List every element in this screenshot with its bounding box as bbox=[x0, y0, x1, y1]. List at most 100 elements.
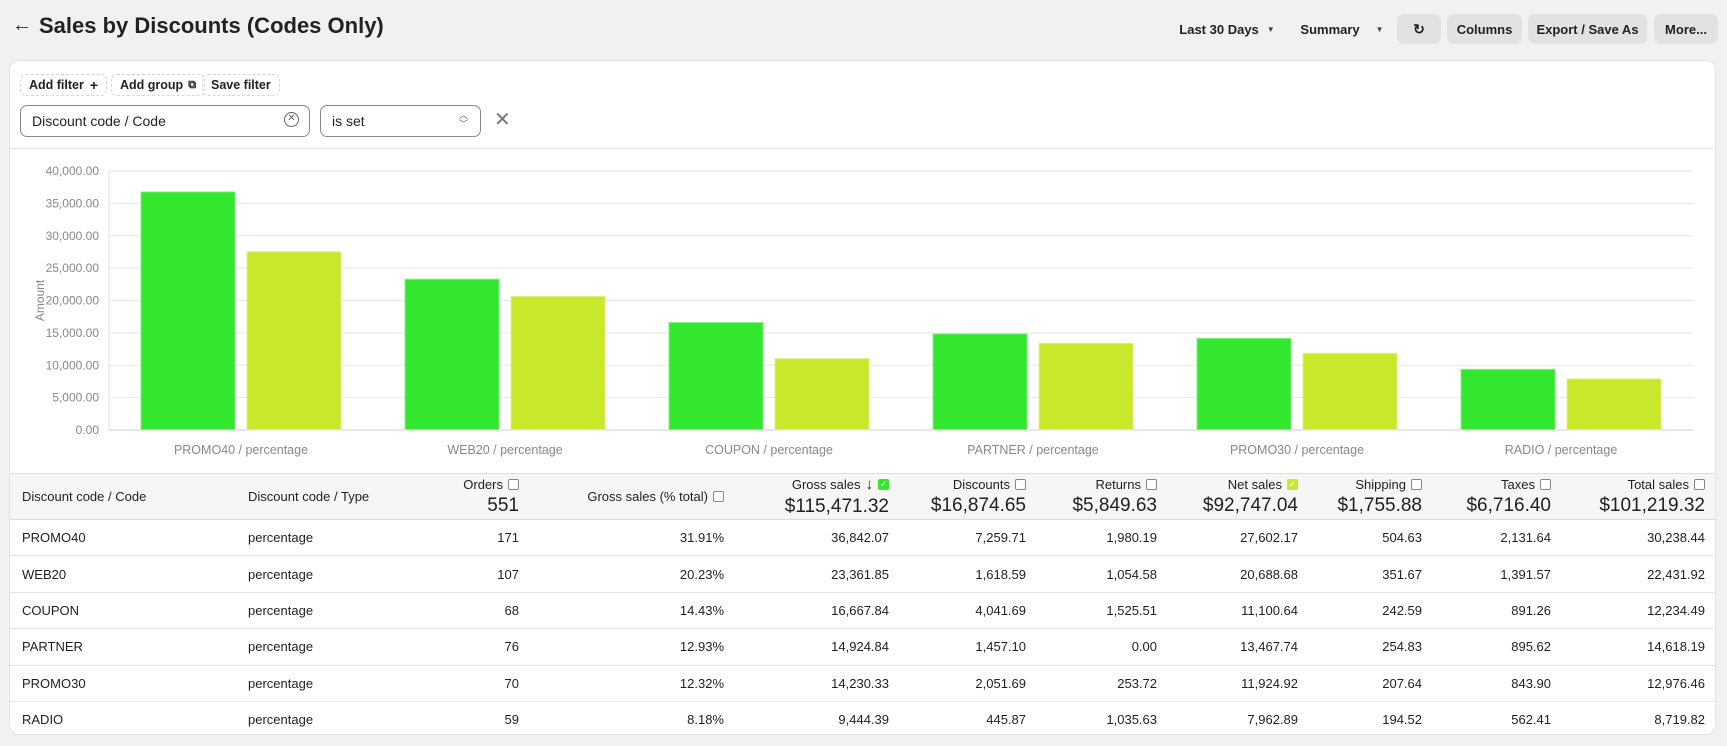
report-card: Add filter + Add group ⧉ Save filter Disco… bbox=[9, 60, 1716, 735]
table-cell: 30,238.44 bbox=[1647, 530, 1705, 546]
table-cell: 4,041.69 bbox=[975, 602, 1026, 618]
table-row[interactable]: PARTNER percentage 76 12.93% 14,924.84 1,457.… bbox=[10, 629, 1715, 666]
report-table: Discount code / Code Discount code / Type… bbox=[10, 473, 1715, 734]
column-header[interactable]: Discount code / Type bbox=[236, 474, 401, 520]
table-cell: 9,444.39 bbox=[838, 712, 889, 728]
table-cell: 8.18% bbox=[687, 712, 724, 728]
table-cell: 20.23% bbox=[679, 566, 724, 582]
bar-gross-sales[interactable] bbox=[403, 277, 501, 431]
x-tick-label: PROMO40 / percentage bbox=[174, 443, 308, 457]
x-tick-label: WEB20 / percentage bbox=[447, 443, 562, 457]
table-cell: 8,719.82 bbox=[1654, 712, 1705, 728]
checkbox[interactable] bbox=[1015, 478, 1026, 490]
table-cell: 68 bbox=[504, 602, 519, 618]
sort-down-arrow-icon[interactable]: ↓ bbox=[865, 475, 874, 493]
y-tick-label: 40,000.00 bbox=[46, 164, 100, 178]
filter-field-select[interactable]: Discount code / Code ✕ bbox=[20, 105, 310, 137]
bar-gross-sales[interactable] bbox=[1459, 367, 1557, 432]
add-group-button[interactable]: Add group ⧉ bbox=[111, 74, 206, 96]
table-row[interactable]: WEB20 percentage 107 20.23% 23,361.85 1,618.5… bbox=[10, 556, 1715, 593]
table-cell: PROMO30 bbox=[22, 675, 86, 691]
bar-gross-sales[interactable] bbox=[139, 190, 237, 431]
refresh-button[interactable]: ↻ bbox=[1397, 14, 1441, 44]
view-dropdown[interactable]: Summary ▼ bbox=[1294, 14, 1390, 44]
date-range-dropdown[interactable]: Last 30 Days ▼ bbox=[1172, 14, 1282, 44]
filter-operator-select[interactable]: is set ︿ ﹀ bbox=[320, 105, 481, 137]
bar-net-sales[interactable] bbox=[773, 357, 871, 431]
remove-filter-icon[interactable]: ✕ bbox=[494, 109, 511, 131]
table-row[interactable]: RADIO percentage 59 8.18% 9,444.39 445.87 1,03… bbox=[10, 701, 1715, 734]
column-total: $101,219.32 bbox=[1599, 494, 1705, 516]
checkbox[interactable] bbox=[1694, 478, 1705, 490]
column-label: Returns bbox=[1095, 476, 1141, 492]
table-cell: 13,467.74 bbox=[1240, 639, 1298, 655]
bar-net-sales[interactable] bbox=[509, 295, 607, 431]
save-filter-button[interactable]: Save filter bbox=[202, 74, 280, 96]
table-cell: RADIO bbox=[22, 712, 64, 728]
checkbox[interactable] bbox=[713, 491, 724, 502]
table-cell: percentage bbox=[248, 639, 314, 655]
table-cell: 504.63 bbox=[1382, 530, 1422, 546]
table-cell: 253.72 bbox=[1117, 675, 1157, 691]
table-cell: 20,688.68 bbox=[1240, 566, 1298, 582]
table-row[interactable]: PROMO30 percentage 70 12.32% 14,230.33 2,051.… bbox=[10, 665, 1715, 702]
table-cell: 14.43% bbox=[679, 602, 724, 618]
add-filter-button[interactable]: Add filter + bbox=[20, 74, 108, 96]
table-cell: 27,602.17 bbox=[1240, 530, 1298, 546]
column-label: Gross sales (% total) bbox=[587, 489, 708, 504]
table-cell: percentage bbox=[248, 530, 314, 546]
caret-down-icon: ▼ bbox=[1266, 24, 1275, 34]
column-label: Orders bbox=[463, 476, 503, 492]
column-header[interactable]: Gross sales ↓ ✓ $115,471.32 bbox=[736, 474, 901, 520]
export-button[interactable]: Export / Save As bbox=[1528, 14, 1647, 44]
plus-icon: + bbox=[89, 77, 99, 93]
table-cell: 14,618.19 bbox=[1647, 639, 1705, 655]
checked-checkbox-icon[interactable]: ✓ bbox=[1287, 478, 1298, 490]
column-header[interactable]: Gross sales (% total) bbox=[531, 474, 736, 520]
column-header[interactable]: Net sales ✓ $92,747.04 bbox=[1169, 474, 1310, 520]
filter-operator-value: is set bbox=[332, 113, 365, 129]
table-cell: 207.64 bbox=[1382, 675, 1422, 691]
bar-net-sales[interactable] bbox=[245, 250, 343, 431]
back-arrow-icon[interactable]: ← bbox=[12, 14, 32, 36]
checkbox[interactable] bbox=[1540, 478, 1551, 490]
table-cell: 70 bbox=[504, 675, 519, 691]
checkbox[interactable] bbox=[1146, 478, 1157, 490]
bar-gross-sales[interactable] bbox=[667, 321, 765, 431]
checkbox[interactable] bbox=[1411, 478, 1422, 490]
column-label: Gross sales bbox=[791, 476, 861, 492]
columns-button[interactable]: Columns bbox=[1447, 14, 1522, 44]
page-title: Sales by Discounts (Codes Only) bbox=[39, 13, 384, 38]
table-row[interactable]: COUPON percentage 68 14.43% 16,667.84 4,041.6… bbox=[10, 592, 1715, 629]
checkbox[interactable] bbox=[508, 478, 519, 490]
column-header[interactable]: Shipping $1,755.88 bbox=[1310, 474, 1434, 520]
checked-checkbox-icon[interactable]: ✓ bbox=[878, 478, 889, 490]
bar-net-sales[interactable] bbox=[1301, 351, 1399, 432]
column-header[interactable]: Discount code / Code bbox=[10, 474, 236, 520]
table-cell: 242.59 bbox=[1382, 602, 1422, 618]
more-button[interactable]: More... bbox=[1654, 14, 1718, 44]
add-filter-label: Add filter bbox=[29, 78, 84, 92]
bar-net-sales[interactable] bbox=[1037, 341, 1135, 431]
table-cell: WEB20 bbox=[22, 566, 67, 582]
column-header[interactable]: Discounts $16,874.65 bbox=[901, 474, 1038, 520]
column-header[interactable]: Returns $5,849.63 bbox=[1038, 474, 1169, 520]
table-row[interactable]: PROMO40 percentage 171 31.91% 36,842.07 7,259… bbox=[10, 520, 1715, 556]
bar-gross-sales[interactable] bbox=[931, 332, 1029, 431]
clear-circle-icon[interactable]: ✕ bbox=[284, 112, 299, 127]
column-total: $16,874.65 bbox=[930, 494, 1026, 516]
table-cell: 2,051.69 bbox=[975, 675, 1026, 691]
y-tick-label: 20,000.00 bbox=[46, 294, 100, 308]
column-header[interactable]: Taxes $6,716.40 bbox=[1434, 474, 1563, 520]
table-cell: 194.52 bbox=[1382, 712, 1422, 728]
column-header[interactable]: Total sales $101,219.32 bbox=[1563, 474, 1715, 520]
bar-net-sales[interactable] bbox=[1565, 377, 1663, 432]
y-tick-label: 15,000.00 bbox=[46, 326, 100, 340]
date-range-label: Last 30 Days bbox=[1179, 21, 1259, 37]
y-axis-label: Amount bbox=[33, 279, 47, 321]
bar-gross-sales[interactable] bbox=[1195, 336, 1293, 431]
x-tick-label: RADIO / percentage bbox=[1505, 443, 1618, 457]
column-header[interactable]: Orders 551 bbox=[401, 474, 531, 520]
table-cell: 1,618.59 bbox=[975, 566, 1026, 582]
table-cell: 59 bbox=[504, 712, 519, 728]
